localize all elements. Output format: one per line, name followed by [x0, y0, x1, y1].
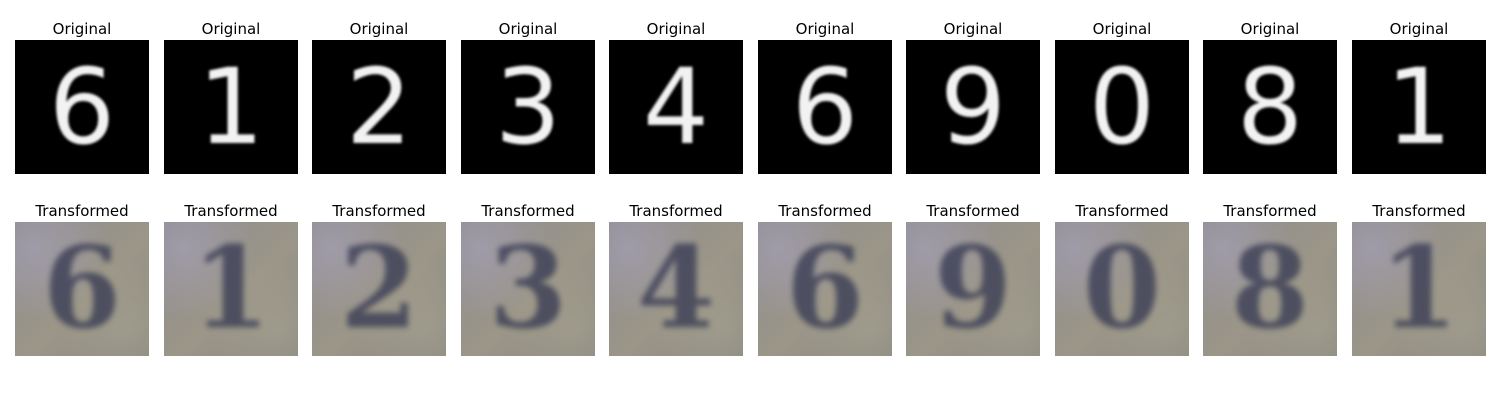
- transformed-title: Transformed: [1372, 202, 1466, 220]
- original-title: Original: [646, 20, 706, 38]
- original-digit-glyph: 1: [197, 46, 265, 168]
- original-digit-glyph: 6: [48, 46, 116, 168]
- transformed-title: Transformed: [184, 202, 278, 220]
- original-title: Original: [1389, 20, 1449, 38]
- transformed-title: Transformed: [35, 202, 129, 220]
- transformed-digit-glyph: 6: [43, 223, 121, 354]
- original-title: Original: [349, 20, 409, 38]
- transformed-title: Transformed: [481, 202, 575, 220]
- transformed-digit-image: 1: [1352, 222, 1486, 356]
- transformed-digit-image: 9: [906, 222, 1040, 356]
- original-digit-glyph: 6: [791, 46, 859, 168]
- original-title: Original: [943, 20, 1003, 38]
- original-digit-image: 1: [164, 40, 298, 174]
- original-digit-glyph: 0: [1088, 46, 1156, 168]
- transformed-digit-image: 6: [758, 222, 892, 356]
- original-digit-glyph: 1: [1385, 46, 1453, 168]
- transformed-digit-glyph: 1: [1380, 223, 1458, 354]
- transformed-digit-glyph: 2: [340, 223, 418, 354]
- transformed-digit-glyph: 9: [934, 223, 1012, 354]
- original-digit-glyph: 4: [642, 46, 710, 168]
- original-digit-image: 8: [1203, 40, 1337, 174]
- transformed-title: Transformed: [332, 202, 426, 220]
- transformed-digit-image: 2: [312, 222, 446, 356]
- original-title: Original: [52, 20, 112, 38]
- original-title: Original: [201, 20, 261, 38]
- transformed-title: Transformed: [778, 202, 872, 220]
- transformed-digit-image: 1: [164, 222, 298, 356]
- transformed-digit-image: 3: [461, 222, 595, 356]
- transformed-digit-glyph: 1: [192, 223, 270, 354]
- transformed-digit-image: 8: [1203, 222, 1337, 356]
- original-title: Original: [1240, 20, 1300, 38]
- original-digit-image: 4: [609, 40, 743, 174]
- original-digit-image: 6: [758, 40, 892, 174]
- transformed-digit-image: 6: [15, 222, 149, 356]
- original-digit-glyph: 3: [494, 46, 562, 168]
- transformed-digit-image: 0: [1055, 222, 1189, 356]
- original-title: Original: [1092, 20, 1152, 38]
- transformed-digit-glyph: 6: [786, 223, 864, 354]
- transformed-title: Transformed: [629, 202, 723, 220]
- transformed-digit-glyph: 4: [637, 223, 715, 354]
- original-digit-image: 3: [461, 40, 595, 174]
- original-digit-glyph: 9: [939, 46, 1007, 168]
- original-title: Original: [795, 20, 855, 38]
- original-digit-image: 1: [1352, 40, 1486, 174]
- transformed-digit-image: 4: [609, 222, 743, 356]
- original-digit-glyph: 2: [345, 46, 413, 168]
- transformed-title: Transformed: [1223, 202, 1317, 220]
- transformed-digit-glyph: 0: [1083, 223, 1161, 354]
- original-digit-image: 6: [15, 40, 149, 174]
- original-digit-image: 2: [312, 40, 446, 174]
- transformed-title: Transformed: [1075, 202, 1169, 220]
- original-digit-image: 0: [1055, 40, 1189, 174]
- transformed-digit-glyph: 3: [489, 223, 567, 354]
- original-digit-glyph: 8: [1236, 46, 1304, 168]
- original-digit-image: 9: [906, 40, 1040, 174]
- transformed-title: Transformed: [926, 202, 1020, 220]
- transformed-digit-glyph: 8: [1231, 223, 1309, 354]
- original-title: Original: [498, 20, 558, 38]
